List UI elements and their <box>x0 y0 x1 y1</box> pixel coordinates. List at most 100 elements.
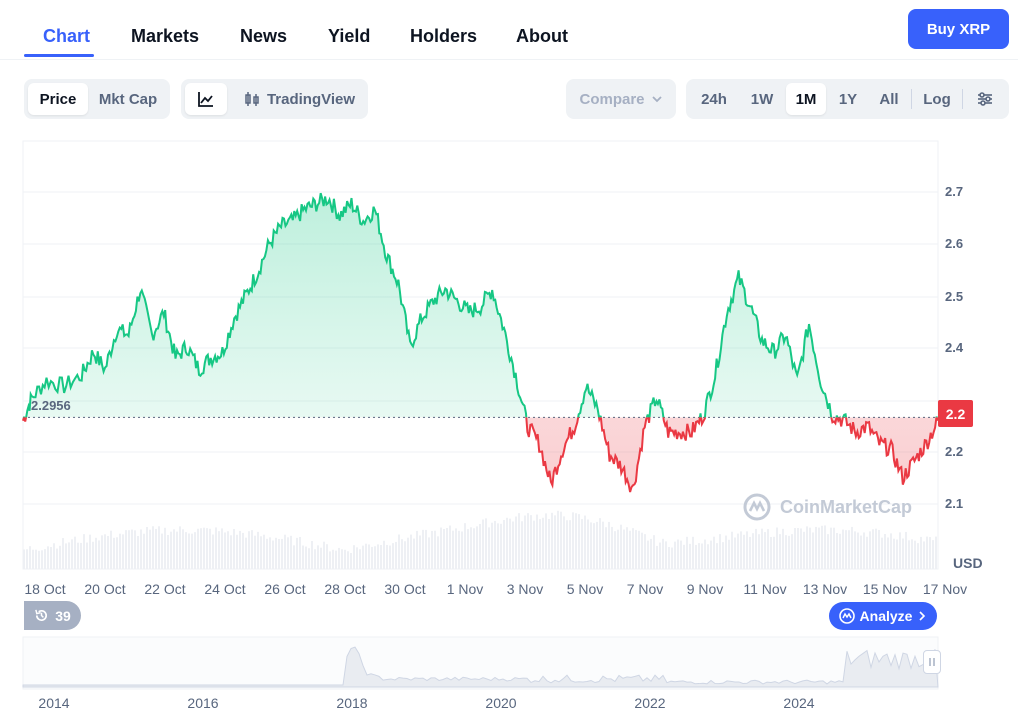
volume-bar <box>479 523 481 569</box>
volume-bar <box>467 529 469 569</box>
y-tick-label: 2.5 <box>945 289 964 304</box>
volume-bar <box>587 519 589 569</box>
tradingview-button[interactable]: TradingView <box>235 83 363 115</box>
price-button[interactable]: Price <box>28 83 88 115</box>
volume-bar <box>659 542 661 569</box>
active-tab-indicator <box>24 54 94 57</box>
volume-bar <box>515 516 517 569</box>
volume-bar <box>158 526 160 569</box>
compare-dropdown[interactable]: Compare <box>566 79 676 119</box>
buy-button[interactable]: Buy XRP <box>908 9 1009 49</box>
chart-settings-button[interactable] <box>968 83 1002 115</box>
volume-bar <box>776 527 778 569</box>
volume-bar <box>152 526 154 569</box>
volume-bar <box>911 539 913 569</box>
tab-news[interactable]: News <box>240 26 288 46</box>
tab-markets[interactable]: Markets <box>131 26 200 46</box>
volume-bar <box>803 531 805 569</box>
x-tick-label: 1 Nov <box>446 581 484 597</box>
volume-bar <box>380 544 382 569</box>
volume-bar <box>806 526 808 569</box>
volume-bar <box>662 538 664 569</box>
volume-bar <box>758 534 760 569</box>
volume-bar <box>92 541 94 569</box>
volume-bar <box>839 533 841 569</box>
volume-bar <box>278 539 280 569</box>
tab-chart[interactable]: Chart <box>43 26 91 46</box>
volume-bar <box>350 552 352 569</box>
volume-bar <box>53 543 55 569</box>
range-24h[interactable]: 24h <box>701 90 727 108</box>
news-events-badge[interactable]: 39 <box>24 601 81 630</box>
volume-bar <box>746 531 748 569</box>
log-scale-button[interactable]: Log <box>923 90 951 108</box>
range-1y[interactable]: 1Y <box>838 90 858 108</box>
volume-bar <box>35 549 37 569</box>
volume-bar <box>194 532 196 569</box>
volume-bar <box>779 534 781 569</box>
x-tick-label: 9 Nov <box>686 581 724 597</box>
x-tick-label: 17 Nov <box>922 581 968 597</box>
volume-bar <box>95 537 97 569</box>
volume-bar <box>137 536 139 569</box>
navigator-handle[interactable] <box>923 650 941 674</box>
volume-bar <box>263 534 265 569</box>
volume-bar <box>644 534 646 569</box>
volume-bar <box>359 549 361 569</box>
volume-bar <box>32 549 34 569</box>
tab-holders[interactable]: Holders <box>410 26 478 46</box>
volume-bar <box>719 534 721 569</box>
analyze-button[interactable]: Analyze <box>829 602 937 630</box>
volume-bar <box>212 534 214 569</box>
volume-bar <box>422 529 424 569</box>
line-chart-button[interactable] <box>185 83 227 115</box>
volume-bar <box>785 535 787 569</box>
mkt-cap-button[interactable]: Mkt Cap <box>98 90 158 108</box>
volume-bar <box>383 540 385 569</box>
volume-bar <box>680 540 682 569</box>
volume-bar <box>887 537 889 569</box>
volume-bar <box>707 544 709 569</box>
tab-about[interactable]: About <box>516 26 568 46</box>
volume-bar <box>41 550 43 569</box>
volume-bar <box>917 543 919 569</box>
volume-bar <box>305 546 307 569</box>
volume-bar <box>191 533 193 569</box>
volume-bar <box>584 515 586 569</box>
y-tick-label: 2.7 <box>945 184 964 199</box>
volume-bar <box>623 529 625 569</box>
volume-bar <box>863 532 865 569</box>
y-tick-label: 2.6 <box>945 236 964 251</box>
volume-bar <box>866 536 868 569</box>
volume-bar <box>128 530 130 569</box>
volume-bar <box>596 521 598 569</box>
y-tick-label: 2.2 <box>945 444 964 459</box>
volume-bar <box>530 515 532 569</box>
volume-bar <box>176 531 178 569</box>
tab-yield[interactable]: Yield <box>328 26 371 46</box>
range-1w[interactable]: 1W <box>750 90 774 108</box>
range-1m[interactable]: 1M <box>786 83 826 115</box>
volume-bar <box>296 537 298 569</box>
volume-bar <box>221 528 223 569</box>
volume-bar <box>227 531 229 569</box>
navigator-x-tick-label: 2022 <box>634 695 666 711</box>
volume-bar <box>827 534 829 569</box>
volume-bar <box>590 522 592 569</box>
volume-bar <box>368 544 370 569</box>
volume-bar <box>374 546 376 569</box>
volume-bar <box>605 527 607 569</box>
volume-bar <box>164 527 166 569</box>
volume-bar <box>794 527 796 569</box>
volume-bar <box>155 528 157 569</box>
volume-bar <box>302 545 304 569</box>
range-all[interactable]: All <box>879 90 899 108</box>
volume-bar <box>323 541 325 569</box>
volume-bar <box>320 547 322 569</box>
volume-bar <box>572 512 574 569</box>
volume-bar <box>275 537 277 569</box>
volume-bar <box>110 530 112 569</box>
price-chart[interactable] <box>0 140 1018 723</box>
volume-bar <box>260 536 262 569</box>
volume-bar <box>179 526 181 569</box>
